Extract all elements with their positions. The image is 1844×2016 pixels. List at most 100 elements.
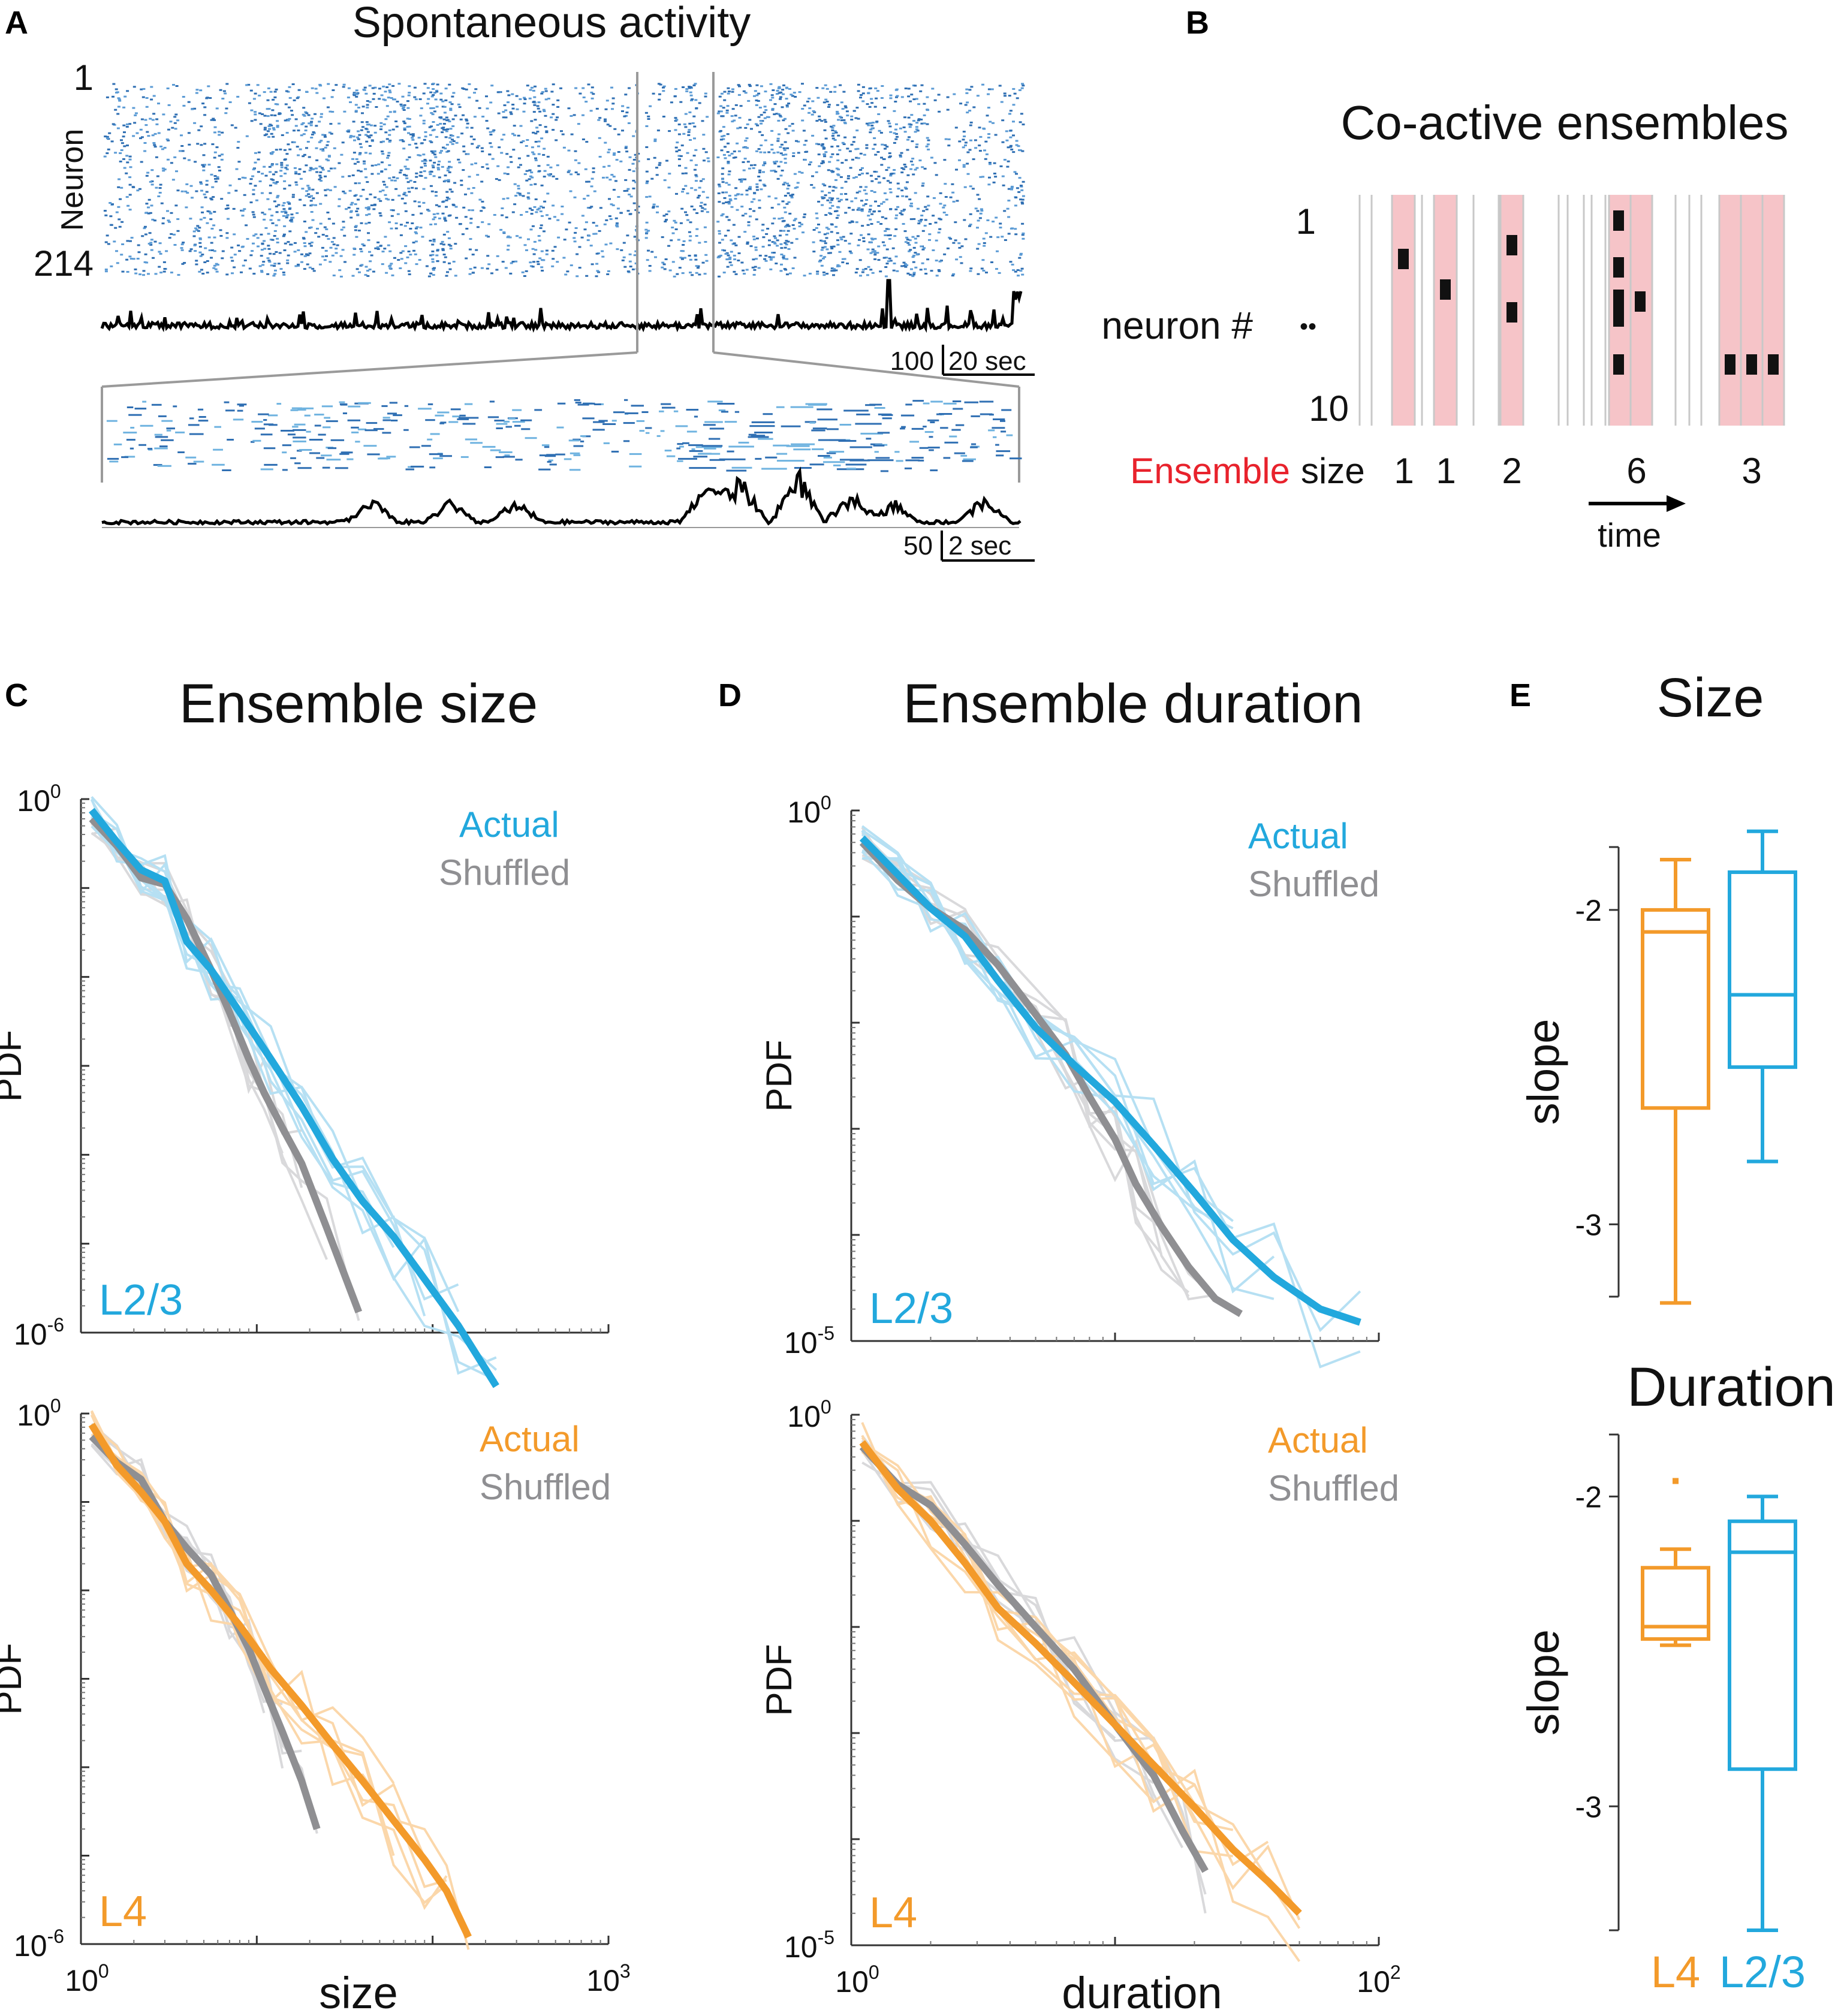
raster-spike	[191, 108, 194, 110]
raster-spike	[234, 126, 237, 129]
raster-spike	[330, 96, 334, 98]
raster-spike	[529, 175, 532, 177]
raster-spike	[150, 204, 153, 207]
raster-spike	[269, 184, 272, 186]
raster-spike	[284, 173, 287, 174]
time-arrow-head-icon	[1667, 495, 1686, 512]
raster-spike	[685, 214, 689, 216]
raster-spike	[784, 141, 787, 143]
raster-spike	[495, 456, 504, 459]
raster-spike	[860, 432, 883, 435]
raster-spike	[705, 260, 709, 262]
raster-spike	[754, 123, 758, 125]
raster-spike	[327, 155, 331, 158]
scale-bottom-time: 2 sec	[948, 531, 1011, 560]
raster-spike	[867, 92, 870, 94]
raster-spike	[171, 179, 175, 181]
raster-spike	[823, 155, 827, 158]
raster-spike	[422, 201, 426, 204]
raster-spike	[330, 167, 333, 170]
raster-spike	[944, 441, 959, 444]
raster-spike	[775, 93, 779, 95]
raster-spike	[203, 164, 207, 166]
raster-spike	[366, 270, 369, 272]
raster-spike	[827, 169, 830, 171]
raster-spike	[272, 173, 275, 176]
raster-spike	[206, 222, 209, 224]
raster-spike	[980, 208, 983, 210]
raster-spike	[855, 107, 859, 109]
raster-spike	[611, 420, 617, 422]
raster-spike	[755, 237, 759, 240]
raster-spike	[679, 257, 683, 259]
raster-spike	[701, 178, 705, 180]
raster-spike	[270, 264, 273, 267]
raster-spike	[391, 85, 395, 87]
raster-spike	[370, 254, 373, 257]
raster-spike	[791, 95, 794, 97]
raster-spike	[300, 261, 303, 263]
raster-spike	[202, 154, 206, 156]
raster-spike	[674, 221, 677, 224]
raster-spike	[327, 170, 331, 172]
raster-spike	[686, 409, 699, 411]
raster-spike	[431, 164, 435, 167]
raster-spike	[816, 408, 833, 411]
raster-spike	[263, 248, 267, 250]
raster-spike	[161, 167, 165, 170]
raster-spike	[128, 158, 132, 161]
raster-spike	[385, 105, 389, 107]
raster-spike	[855, 423, 882, 425]
raster-spike	[782, 93, 785, 95]
raster-spike	[671, 227, 674, 228]
raster-spike	[725, 201, 728, 203]
raster-spike	[282, 272, 285, 273]
raster-spike	[982, 270, 986, 272]
raster-spike	[923, 114, 926, 116]
raster-spike	[444, 88, 448, 90]
shuffled-session-line	[91, 1427, 284, 1769]
raster-spike	[752, 238, 756, 240]
raster-spike	[907, 88, 911, 90]
raster-spike	[727, 450, 734, 453]
raster-spike	[199, 255, 203, 257]
raster-spike	[532, 89, 535, 92]
raster-spike	[399, 224, 403, 226]
raster-spike	[574, 159, 577, 161]
raster-spike	[665, 219, 668, 221]
raster-spike	[718, 185, 722, 188]
raster-spike	[201, 103, 205, 105]
zoom-guide-diag-left	[101, 351, 638, 388]
raster-spike	[380, 171, 384, 173]
raster-spike	[480, 267, 484, 269]
raster-spike	[908, 198, 912, 201]
raster-spike	[845, 110, 849, 113]
raster-spike	[645, 427, 652, 429]
raster-spike	[718, 242, 721, 244]
raster-spike	[903, 263, 907, 265]
raster-spike	[694, 180, 698, 182]
raster-spike	[358, 271, 361, 273]
raster-spike	[885, 198, 888, 201]
raster-spike	[506, 173, 510, 175]
raster-spike	[615, 159, 619, 161]
raster-spike	[272, 98, 275, 101]
raster-spike	[214, 426, 221, 428]
raster-spike	[394, 188, 398, 190]
raster-spike	[624, 179, 628, 181]
raster-spike	[653, 138, 657, 141]
time-label: time	[1598, 516, 1661, 554]
y-axis-label-slope: slope	[1518, 1629, 1568, 1735]
raster-spike	[682, 240, 686, 242]
raster-spike	[981, 176, 985, 178]
raster-spike	[938, 110, 941, 113]
raster-spike	[869, 122, 873, 124]
raster-spike	[310, 137, 314, 138]
raster-spike	[821, 161, 825, 164]
raster-spike	[311, 219, 315, 221]
raster-spike	[914, 237, 917, 240]
raster-spike	[399, 103, 403, 106]
raster-spike	[1021, 198, 1025, 201]
raster-spike	[537, 101, 541, 104]
raster-spike	[912, 120, 915, 122]
